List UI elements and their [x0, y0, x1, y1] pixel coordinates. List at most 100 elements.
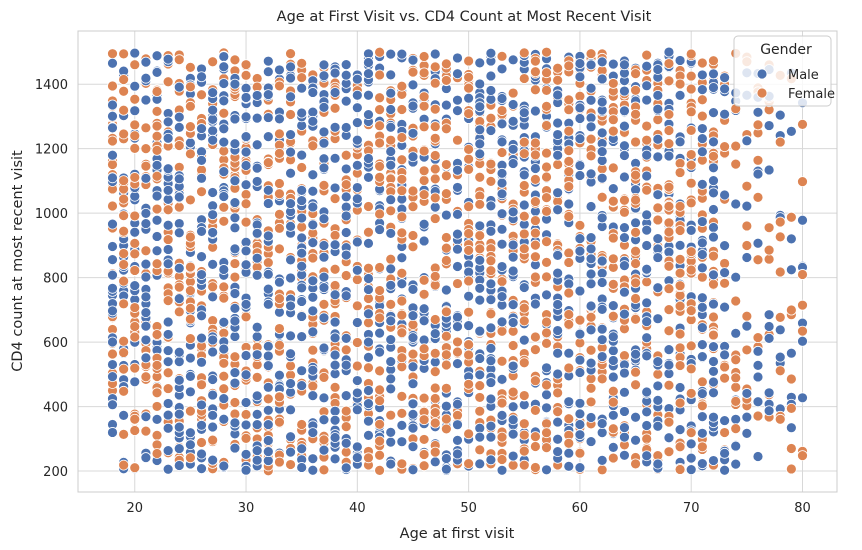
- scatter-point-male: [385, 194, 397, 206]
- scatter-point-male: [285, 91, 296, 103]
- scatter-point-male: [162, 132, 174, 144]
- scatter-point-male: [229, 315, 241, 327]
- scatter-point-female: [218, 107, 230, 119]
- scatter-point-female: [641, 276, 653, 288]
- scatter-point-male: [374, 327, 386, 339]
- scatter-point-female: [151, 429, 163, 441]
- scatter-point-male: [641, 209, 653, 221]
- scatter-point-male: [385, 334, 397, 346]
- scatter-point-male: [296, 443, 308, 455]
- scatter-point-female: [162, 295, 174, 307]
- scatter-point-female: [351, 300, 363, 312]
- scatter-point-female: [207, 56, 219, 68]
- scatter-point-male: [752, 168, 764, 180]
- scatter-point-male: [641, 263, 653, 275]
- scatter-point-female: [585, 150, 597, 162]
- scatter-point-male: [674, 89, 686, 101]
- scatter-point-female: [196, 186, 207, 198]
- scatter-point-male: [196, 71, 207, 83]
- scatter-point-male: [340, 332, 352, 344]
- scatter-point-male: [140, 72, 152, 84]
- scatter-point-male: [507, 115, 519, 127]
- scatter-point-female: [118, 428, 130, 440]
- scatter-point-female: [418, 91, 430, 103]
- scatter-point-male: [251, 408, 263, 420]
- scatter-point-male: [641, 149, 653, 161]
- scatter-point-female: [307, 252, 319, 264]
- scatter-point-male: [207, 409, 219, 421]
- scatter-point-male: [307, 115, 319, 127]
- scatter-point-male: [407, 464, 419, 476]
- scatter-point-female: [407, 185, 419, 197]
- scatter-point-female: [663, 416, 675, 428]
- scatter-point-female: [429, 163, 441, 175]
- scatter-point-male: [385, 315, 397, 327]
- scatter-point-male: [351, 236, 363, 248]
- scatter-point-female: [151, 145, 163, 156]
- scatter-point-male: [596, 127, 608, 139]
- scatter-point-female: [118, 210, 130, 221]
- scatter-point-male: [262, 268, 274, 280]
- scatter-point-male: [474, 282, 486, 294]
- scatter-point-male: [485, 342, 497, 354]
- scatter-point-female: [563, 413, 575, 425]
- legend-marker-male: [756, 68, 768, 80]
- scatter-point-female: [541, 418, 552, 430]
- scatter-point-female: [496, 431, 508, 443]
- scatter-point-male: [340, 122, 352, 133]
- scatter-point-male: [763, 120, 775, 131]
- scatter-point-female: [385, 134, 397, 146]
- scatter-point-male: [641, 450, 653, 462]
- scatter-point-female: [719, 258, 730, 269]
- scatter-point-male: [708, 222, 719, 233]
- scatter-point-male: [685, 464, 697, 476]
- scatter-point-male: [140, 271, 152, 283]
- scatter-point-female: [541, 161, 552, 173]
- scatter-point-female: [607, 253, 619, 265]
- scatter-point-female: [340, 179, 352, 190]
- scatter-point-male: [396, 278, 408, 290]
- scatter-point-female: [374, 92, 386, 104]
- scatter-point-male: [518, 169, 530, 181]
- scatter-point-female: [162, 383, 174, 394]
- scatter-point-male: [708, 187, 719, 199]
- scatter-point-female: [118, 363, 130, 375]
- scatter-point-female: [184, 261, 196, 273]
- scatter-point-male: [763, 405, 775, 417]
- legend-title: Gender: [760, 42, 812, 58]
- scatter-point-male: [696, 249, 708, 260]
- scatter-point-male: [741, 411, 753, 423]
- scatter-point-female: [140, 160, 152, 172]
- scatter-point-female: [129, 331, 141, 343]
- scatter-point-male: [719, 72, 730, 84]
- x-tick-label: 50: [460, 501, 477, 516]
- scatter-point-male: [262, 419, 274, 430]
- scatter-point-male: [574, 102, 586, 114]
- scatter-point-female: [340, 405, 352, 417]
- scatter-point-male: [585, 94, 597, 106]
- scatter-point-female: [340, 344, 352, 356]
- scatter-point-female: [418, 392, 430, 404]
- scatter-point-male: [574, 233, 586, 245]
- scatter-point-male: [619, 386, 630, 398]
- scatter-point-male: [585, 357, 597, 369]
- scatter-point-male: [196, 399, 207, 411]
- scatter-point-male: [507, 239, 519, 251]
- scatter-point-female: [730, 381, 742, 393]
- scatter-point-male: [340, 359, 352, 371]
- scatter-point-female: [396, 267, 408, 279]
- scatter-point-female: [374, 418, 386, 430]
- scatter-point-male: [719, 189, 730, 201]
- scatter-point-male: [452, 208, 463, 220]
- scatter-point-female: [708, 150, 719, 162]
- scatter-point-female: [173, 281, 185, 293]
- scatter-point-female: [418, 67, 430, 79]
- scatter-point-male: [229, 222, 241, 234]
- scatter-point-female: [374, 120, 386, 132]
- scatter-point-male: [262, 435, 274, 446]
- scatter-point-female: [207, 281, 219, 293]
- scatter-point-male: [474, 101, 486, 113]
- scatter-point-female: [229, 397, 241, 408]
- scatter-point-female: [396, 408, 408, 419]
- scatter-point-female: [563, 145, 575, 157]
